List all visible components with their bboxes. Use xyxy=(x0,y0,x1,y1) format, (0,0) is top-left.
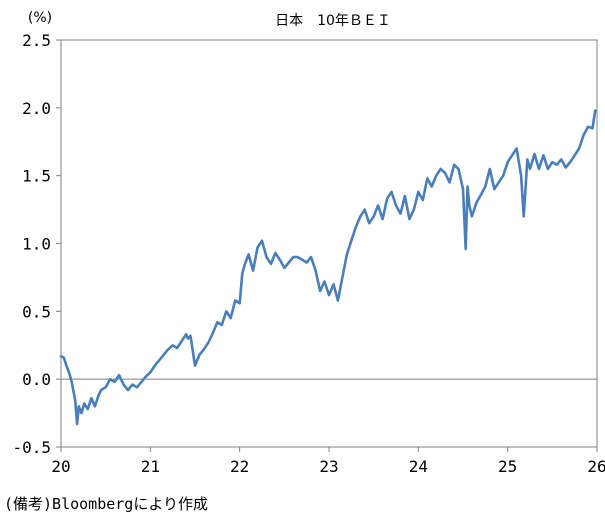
x-tick-label: 23 xyxy=(319,457,338,476)
series-line-bei xyxy=(59,109,597,426)
y-tick-label: 0.5 xyxy=(22,302,51,321)
y-tick-label: 1.5 xyxy=(22,167,51,186)
x-tick-label: 24 xyxy=(409,457,428,476)
x-tick-label: 26 xyxy=(587,457,605,476)
y-tick-label: 0.0 xyxy=(22,370,51,389)
x-axis-ticks: 20 21 22 23 24 25 26 xyxy=(51,447,605,476)
y-tick-label: -0.5 xyxy=(12,438,51,457)
y-tick-label: 1.0 xyxy=(22,235,51,254)
y-axis-unit: (%) xyxy=(28,10,52,26)
chart-title: 日本 10年ＢＥＩ xyxy=(275,13,391,29)
y-tick-label: 2.0 xyxy=(22,99,51,118)
x-tick-label: 25 xyxy=(498,457,517,476)
x-tick-label: 22 xyxy=(230,457,249,476)
source-note: (備考)Bloombergにより作成 xyxy=(4,495,209,513)
y-axis-ticks: -0.5 0.0 0.5 1.0 1.5 2.0 2.5 xyxy=(12,31,61,457)
x-tick-label: 21 xyxy=(141,457,160,476)
plot-frame xyxy=(60,39,598,448)
y-tick-label: 2.5 xyxy=(22,31,51,50)
x-tick-label: 20 xyxy=(51,457,70,476)
